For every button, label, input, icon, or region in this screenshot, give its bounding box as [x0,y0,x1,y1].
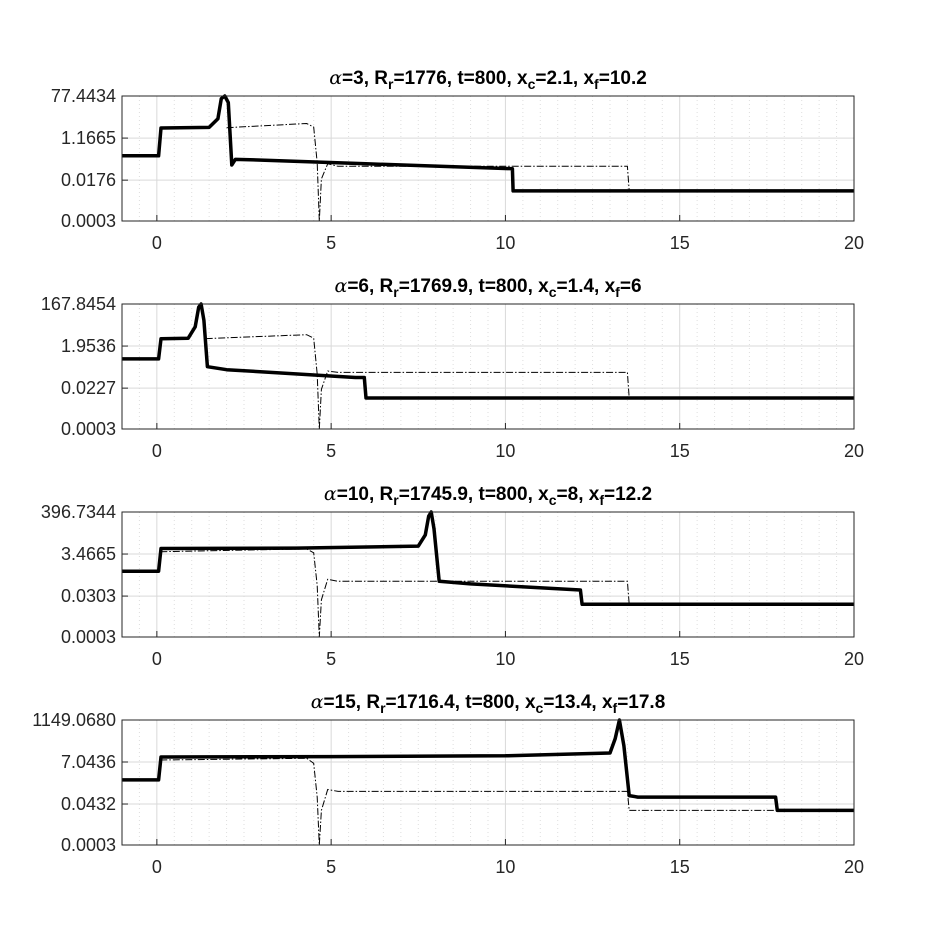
y-tick-label: 0.0003 [61,211,116,231]
series-line-solid [122,94,854,193]
y-tick-label: 1149.0680 [32,710,116,730]
subplot-4: 0.0003 0.0432 7.0436 1149.0680 0 5 10 15 20 α=15,… [32,691,864,877]
x-tick-label: 0 [152,649,162,669]
axes-frame [121,95,855,222]
subplot-title: α=15, Rr=1716.4, t=800, xc=13.4, xf=17.8 [311,691,666,716]
x-tick-label: 5 [326,857,336,877]
axes-frame [121,303,855,430]
y-tick-label: 7.0436 [61,752,116,772]
x-tick-label: 0 [152,233,162,253]
y-tick-label: 167.8454 [41,294,116,314]
x-tick-label: 10 [495,857,515,877]
subplot-1: 0.0003 0.0176 1.1665 77.4434 0 5 10 15 20 α=3, Rr… [51,67,864,253]
y-tick-label: 1.9536 [61,336,116,356]
y-tick-label: 3.4665 [61,544,116,564]
x-tick-label: 20 [844,857,864,877]
x-tick-label: 0 [152,441,162,461]
series-line-dashdot [226,122,630,222]
y-tick-label: 0.0003 [61,835,116,855]
y-tick-label: 1.1665 [61,128,116,148]
y-tick-label: 0.0003 [61,627,116,647]
subplot-2: 0.0003 0.0227 1.9536 167.8454 0 5 10 15 20 α=6, R… [41,275,864,461]
subplot-3: 0.0003 0.0303 3.4665 396.7344 0 5 10 15 20 α=10, … [41,483,864,669]
y-tick-label: 77.4434 [51,86,116,106]
y-tick-label: 396.7344 [41,502,116,522]
x-tick-label: 5 [326,441,336,461]
x-tick-label: 10 [495,441,515,461]
x-tick-label: 10 [495,649,515,669]
x-tick-label: 20 [844,233,864,253]
x-tick-label: 15 [670,233,690,253]
x-tick-label: 15 [670,857,690,877]
axes-frame [121,511,855,638]
axes-frame [121,719,855,846]
y-tick-label: 0.0003 [61,419,116,439]
series-line-dashdot [160,757,854,846]
x-tick-label: 5 [326,233,336,253]
subplot-title: α=10, Rr=1745.9, t=800, xc=8, xf=12.2 [324,483,652,508]
y-tick-label: 0.0227 [61,378,116,398]
subplot-title: α=3, Rr=1776, t=800, xc=2.1, xf=10.2 [329,67,647,92]
x-tick-label: 0 [152,857,162,877]
x-tick-label: 10 [495,233,515,253]
y-tick-label: 0.0432 [61,794,116,814]
series-line-solid [122,510,854,607]
series-line-dashdot [160,548,630,638]
y-tick-label: 0.0176 [61,170,116,190]
subplot-title: α=6, Rr=1769.9, t=800, xc=1.4, xf=6 [334,275,641,300]
x-tick-label: 20 [844,441,864,461]
series-line-solid [122,302,854,400]
x-tick-label: 15 [670,441,690,461]
x-tick-label: 20 [844,649,864,669]
x-tick-label: 5 [326,649,336,669]
series-line-dashdot [205,334,630,430]
series-line-solid [122,718,854,813]
x-tick-label: 15 [670,649,690,669]
y-tick-label: 0.0303 [61,586,116,606]
